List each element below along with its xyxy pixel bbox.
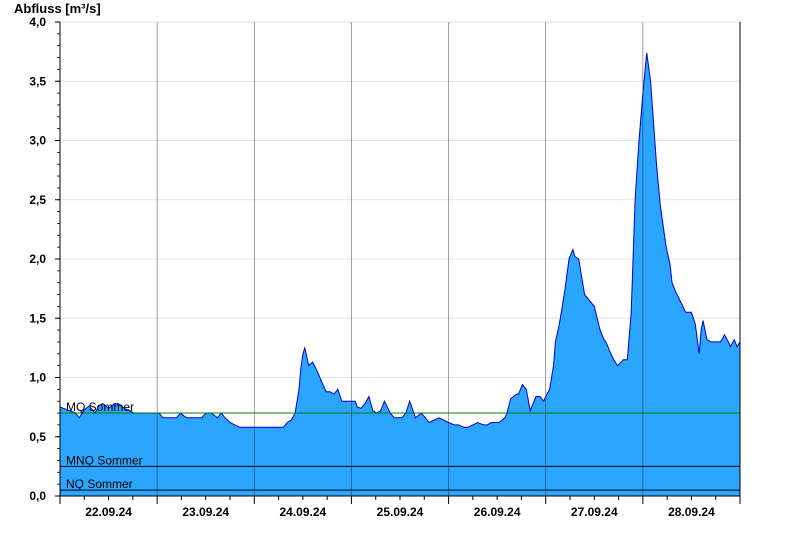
x-tick-label: 26.09.24 [474,505,521,519]
x-tick-label: 28.09.24 [668,505,715,519]
x-tick-label: 25.09.24 [377,505,424,519]
y-tick-label: 1,0 [29,371,46,385]
y-tick-label: 4,0 [29,15,46,29]
x-tick-label: 24.09.24 [279,505,326,519]
series-area [59,52,741,497]
reference-label-3: NQ Sommer [66,477,133,491]
discharge-line [59,52,741,428]
y-tick-label: 0,0 [29,489,46,503]
x-axis: 22.09.24 23.09.24 24.09.24 25.09.24 26.09.24… [59,496,741,519]
y-tick-label: 0,5 [29,430,46,444]
y-tick-label: 2,0 [29,252,46,266]
y-tick-label: 3,5 [29,74,46,88]
y-axis-title: Abfluss [m³/s] [14,1,101,16]
reference-label-1: MQ Sommer [66,400,134,414]
reference-label-2: MNQ Sommer [66,453,143,467]
reference-lines: MQ Sommer MNQ Sommer NQ Sommer [60,22,740,496]
discharge-area [60,52,740,497]
y-tick-label: 3,0 [29,134,46,148]
y-tick-label: 1,5 [29,311,46,325]
y-axis: 0,0 0,5 1,0 1,5 2,0 2,5 3,0 3,5 4,0 [29,15,60,503]
x-tick-label: 27.09.24 [571,505,618,519]
y-tick-label: 2,5 [29,193,46,207]
x-tick-label: 22.09.24 [85,505,132,519]
x-tick-label: 23.09.24 [182,505,229,519]
